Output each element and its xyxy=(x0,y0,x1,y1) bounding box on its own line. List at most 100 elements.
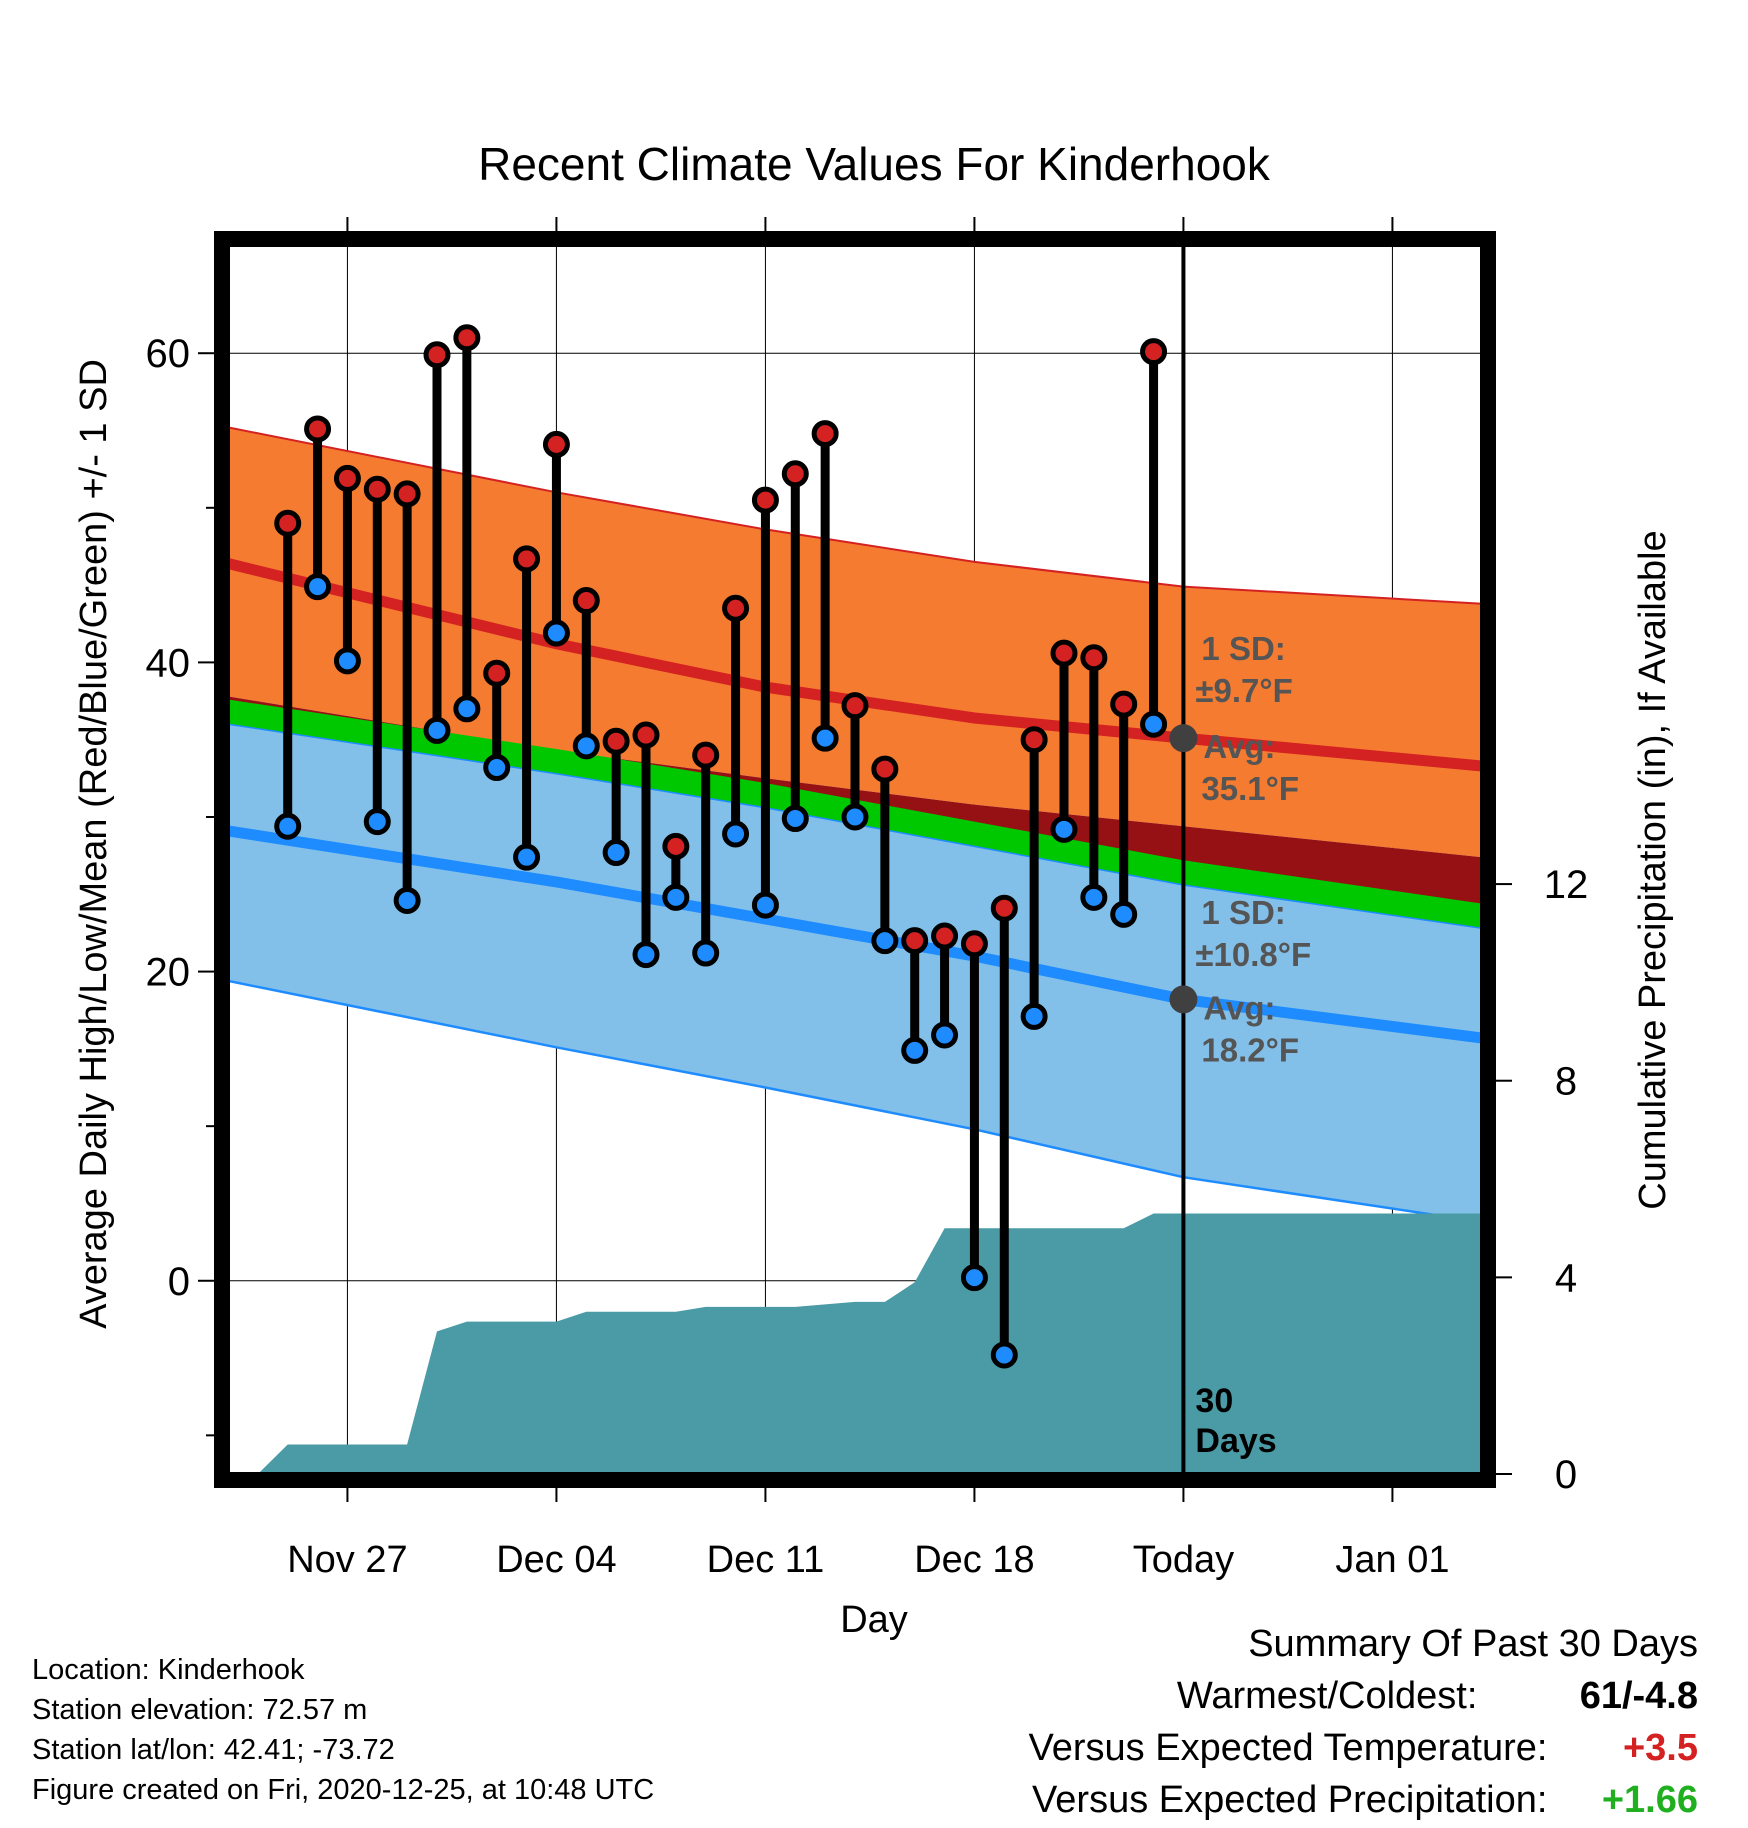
observed-high-point xyxy=(1080,644,1108,672)
observed-low-point xyxy=(871,927,899,955)
high-sd-band xyxy=(228,427,1482,858)
observed-low-point xyxy=(662,883,690,911)
observed-high-point xyxy=(871,755,899,783)
warmest-coldest-label: Warmest/Coldest: xyxy=(1176,1675,1478,1717)
observed-low-point xyxy=(632,941,660,969)
station-elevation: Station elevation: 72.57 m xyxy=(32,1694,368,1726)
precipitation-label: Versus Expected Precipitation: xyxy=(1032,1779,1548,1821)
y-axis-label: Average Daily High/Low/Mean (Red/Blue/Gr… xyxy=(73,359,115,1329)
observed-high-point xyxy=(781,460,809,488)
low-avg-value: 18.2°F xyxy=(1201,1031,1299,1068)
observed-high-point xyxy=(513,545,541,573)
low-sd-label: 1 SD: xyxy=(1201,894,1285,931)
observed-high-point xyxy=(751,486,779,514)
observed-high-point xyxy=(453,324,481,352)
observed-low-point xyxy=(363,808,391,836)
summary-precipitation: Versus Expected Precipitation: +1.66 xyxy=(1029,1774,1698,1826)
precipitation-value: +1.66 xyxy=(1601,1779,1698,1821)
y2-tick-label: 4 xyxy=(1555,1256,1577,1300)
station-latlon: Station lat/lon: 42.41; -73.72 xyxy=(32,1734,395,1766)
high-upper-edge xyxy=(228,426,1482,605)
observed-temperatures xyxy=(274,324,1168,1369)
x-axis-label: Day xyxy=(840,1599,908,1641)
summary-title: Summary Of Past 30 Days xyxy=(1248,1623,1698,1665)
observed-high-point xyxy=(841,692,869,720)
y2-tick-label: 0 xyxy=(1555,1453,1577,1497)
observed-low-point xyxy=(811,724,839,752)
summary-warmest-coldest: Warmest/Coldest: 61/-4.8 xyxy=(1029,1670,1698,1722)
precipitation-fill xyxy=(257,1213,1482,1474)
x-tick-label: Dec 18 xyxy=(914,1539,1034,1581)
average-annotations: 1 SD: ±9.7°F Avg: 35.1°F 1 SD: ±10.8°F Avg: 18.… xyxy=(1169,630,1311,1068)
observed-low-point xyxy=(513,843,541,871)
low-avg-marker xyxy=(1169,985,1198,1014)
observed-high-point xyxy=(931,922,959,950)
observed-low-point xyxy=(453,695,481,723)
observed-low-point xyxy=(542,619,570,647)
warmest-coldest-value: 61/-4.8 xyxy=(1579,1675,1698,1717)
summary-panel: Summary Of Past 30 Days Warmest/Coldest:… xyxy=(1029,1618,1698,1826)
x-tick-label: Dec 04 xyxy=(496,1539,616,1581)
low-lower-edge xyxy=(228,979,1482,1224)
observed-high-point xyxy=(483,659,511,687)
high-avg-label: Avg: xyxy=(1203,728,1275,765)
observed-low-point xyxy=(274,812,302,840)
observed-low-point xyxy=(483,754,511,782)
observed-high-point xyxy=(1050,639,1078,667)
low-sd-value: ±10.8°F xyxy=(1195,936,1311,973)
observed-low-point xyxy=(304,573,332,601)
observed-high-point xyxy=(662,832,690,860)
observed-low-point xyxy=(960,1264,988,1292)
summary-temperature: Versus Expected Temperature: +3.5 xyxy=(1029,1722,1698,1774)
observed-low-point xyxy=(1050,815,1078,843)
observed-low-point xyxy=(393,886,421,914)
x-tick-label: Dec 11 xyxy=(707,1539,825,1581)
observed-high-point xyxy=(811,420,839,448)
low-avg-label: Avg: xyxy=(1203,989,1275,1026)
today-days-number: 30 xyxy=(1195,1382,1233,1420)
observed-high-point xyxy=(363,475,391,503)
y2-axis-label: Cumulative Precipitation (in), If Availa… xyxy=(1632,530,1674,1209)
x-tick-label: Today xyxy=(1133,1539,1234,1581)
high-sd-label: 1 SD: xyxy=(1201,630,1285,667)
temperature-value: +3.5 xyxy=(1622,1727,1698,1769)
observed-low-point xyxy=(572,732,600,760)
observed-low-point xyxy=(990,1341,1018,1369)
observed-low-point xyxy=(841,803,869,831)
observed-low-point xyxy=(751,891,779,919)
axes: Nov 27 Dec 04 Dec 11 Dec 18 Today Jan 0102040… xyxy=(146,217,1589,1581)
observed-low-point xyxy=(333,647,361,675)
observed-high-point xyxy=(1110,690,1138,718)
observed-high-point xyxy=(1020,726,1048,754)
observed-high-point xyxy=(333,464,361,492)
observed-high-point xyxy=(692,741,720,769)
station-info: Location: Kinderhook Station elevation: … xyxy=(32,1650,654,1810)
observed-high-point xyxy=(602,727,630,755)
observed-high-point xyxy=(423,341,451,369)
y-tick-label: 20 xyxy=(146,951,191,995)
high-mean-line xyxy=(228,558,1482,772)
observed-high-point xyxy=(990,894,1018,922)
observed-low-point xyxy=(1110,900,1138,928)
observed-low-point xyxy=(722,820,750,848)
observed-low-point xyxy=(423,716,451,744)
x-tick-label: Jan 01 xyxy=(1335,1539,1449,1581)
observed-high-point xyxy=(722,594,750,622)
y-tick-label: 40 xyxy=(146,641,191,685)
observed-low-point xyxy=(1080,883,1108,911)
low-sd-band xyxy=(228,724,1482,1222)
observed-low-point xyxy=(901,1036,929,1064)
high-sd-value: ±9.7°F xyxy=(1195,672,1292,709)
low-mean-line xyxy=(228,825,1482,1044)
high-avg-marker xyxy=(1169,724,1198,753)
observed-high-point xyxy=(901,927,929,955)
observed-high-point xyxy=(1140,338,1168,366)
plot-frame xyxy=(214,231,1496,1488)
observed-high-point xyxy=(304,415,332,443)
y2-tick-label: 12 xyxy=(1544,863,1589,907)
y2-tick-label: 8 xyxy=(1555,1060,1577,1104)
today-days-word: Days xyxy=(1195,1422,1276,1460)
observed-high-point xyxy=(274,509,302,537)
